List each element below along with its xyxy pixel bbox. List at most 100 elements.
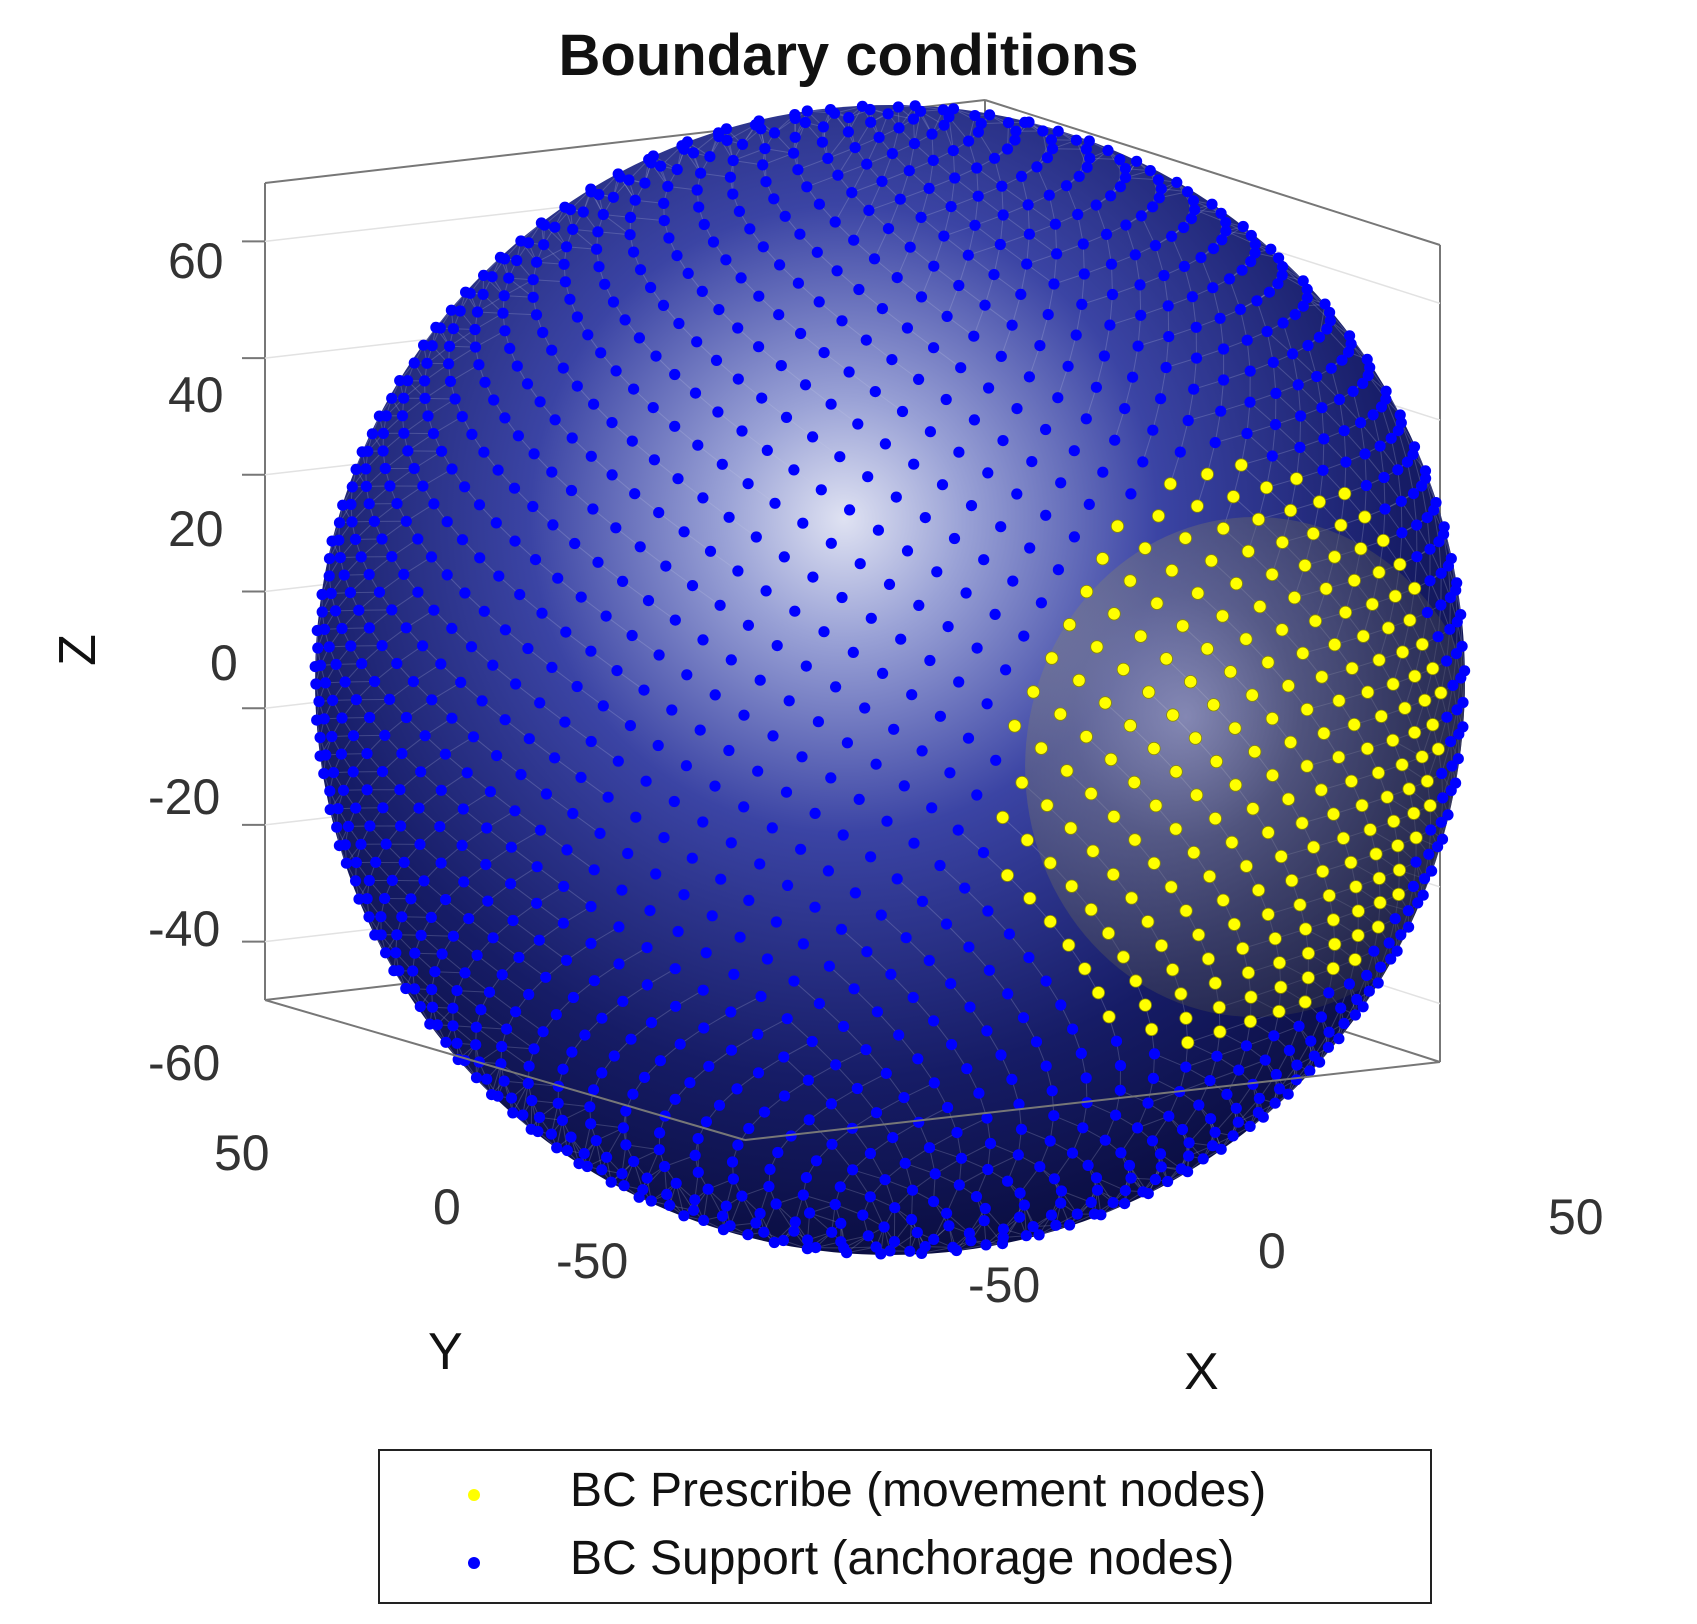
support-node [755, 675, 766, 686]
support-node [671, 250, 682, 261]
support-node [1155, 393, 1166, 404]
support-node [1270, 388, 1281, 399]
support-node [980, 1203, 991, 1214]
prescribe-node [1408, 726, 1420, 738]
support-node [1003, 117, 1014, 128]
support-node [510, 678, 521, 689]
prescribe-node [1190, 789, 1202, 801]
prescribe-node [1372, 767, 1384, 779]
support-node [351, 857, 362, 868]
support-node [884, 579, 895, 590]
prescribe-node [1362, 686, 1374, 698]
support-node [409, 948, 420, 959]
support-node [738, 710, 749, 721]
support-node [1368, 409, 1379, 420]
support-node [906, 1214, 917, 1225]
support-node [760, 176, 771, 187]
prescribe-node [1091, 641, 1103, 653]
support-node [943, 1220, 954, 1231]
support-node [835, 1218, 846, 1229]
support-node [948, 145, 959, 156]
support-node [326, 588, 337, 599]
support-node [1205, 1113, 1216, 1124]
support-node [641, 776, 652, 787]
support-node [784, 695, 795, 706]
support-node [320, 749, 331, 760]
support-node [346, 516, 357, 527]
support-node [869, 253, 880, 264]
support-node [1324, 1027, 1335, 1038]
support-node [1253, 1107, 1264, 1118]
support-node [908, 838, 919, 849]
support-node [345, 640, 356, 651]
support-node [391, 658, 402, 669]
support-node [908, 992, 919, 1003]
support-node [1441, 712, 1452, 723]
support-node [603, 792, 614, 803]
support-node [1436, 568, 1447, 579]
support-node [1133, 341, 1144, 352]
support-node [819, 347, 830, 358]
support-node [693, 202, 704, 213]
support-node [448, 931, 459, 942]
support-node [1293, 379, 1304, 390]
support-node [946, 201, 957, 212]
prescribe-node [1130, 975, 1142, 987]
support-node [671, 1178, 682, 1189]
support-node [979, 300, 990, 311]
support-node [954, 1179, 965, 1190]
prescribe-node [1374, 896, 1386, 908]
support-node [492, 1091, 503, 1102]
support-node [1198, 1153, 1209, 1164]
prescribe-node [1299, 996, 1311, 1008]
support-node [1435, 599, 1446, 610]
support-node [857, 1210, 868, 1221]
support-node [692, 184, 703, 195]
support-node [1161, 362, 1172, 373]
support-node [946, 1039, 957, 1050]
support-node [1412, 897, 1423, 908]
support-node [1364, 986, 1375, 997]
support-node [522, 378, 533, 389]
support-node [953, 447, 964, 458]
support-node [643, 595, 654, 606]
support-node [899, 780, 910, 791]
support-node [334, 517, 345, 528]
prescribe-node [1139, 542, 1151, 554]
support-node [541, 788, 552, 799]
support-node [801, 1172, 812, 1183]
support-node [755, 123, 766, 134]
support-node [596, 1013, 607, 1024]
support-node [703, 1184, 714, 1195]
support-node [669, 369, 680, 380]
support-node [907, 1185, 918, 1196]
support-node [386, 604, 397, 615]
support-node [513, 430, 524, 441]
support-node [1016, 171, 1027, 182]
z-tick-label: -60 [148, 1034, 220, 1092]
support-node [843, 112, 854, 123]
support-node [444, 341, 455, 352]
support-node [459, 967, 470, 978]
support-node [509, 536, 520, 547]
support-node [1218, 374, 1229, 385]
support-node [779, 1090, 790, 1101]
support-node [1007, 320, 1018, 331]
support-node [909, 138, 920, 149]
support-node [769, 127, 780, 138]
support-node [369, 516, 380, 527]
support-node [625, 1034, 636, 1045]
support-node [639, 1072, 650, 1083]
support-node [1267, 450, 1278, 461]
support-node [440, 894, 451, 905]
prescribe-node [1080, 585, 1092, 597]
support-node [442, 569, 453, 580]
support-node [1046, 1210, 1057, 1221]
support-node [436, 858, 447, 869]
support-node [826, 538, 837, 549]
support-node [1317, 465, 1328, 476]
prescribe-node [1108, 810, 1120, 822]
prescribe-node [1373, 872, 1385, 884]
support-node [790, 132, 801, 143]
support-node [871, 1241, 882, 1252]
